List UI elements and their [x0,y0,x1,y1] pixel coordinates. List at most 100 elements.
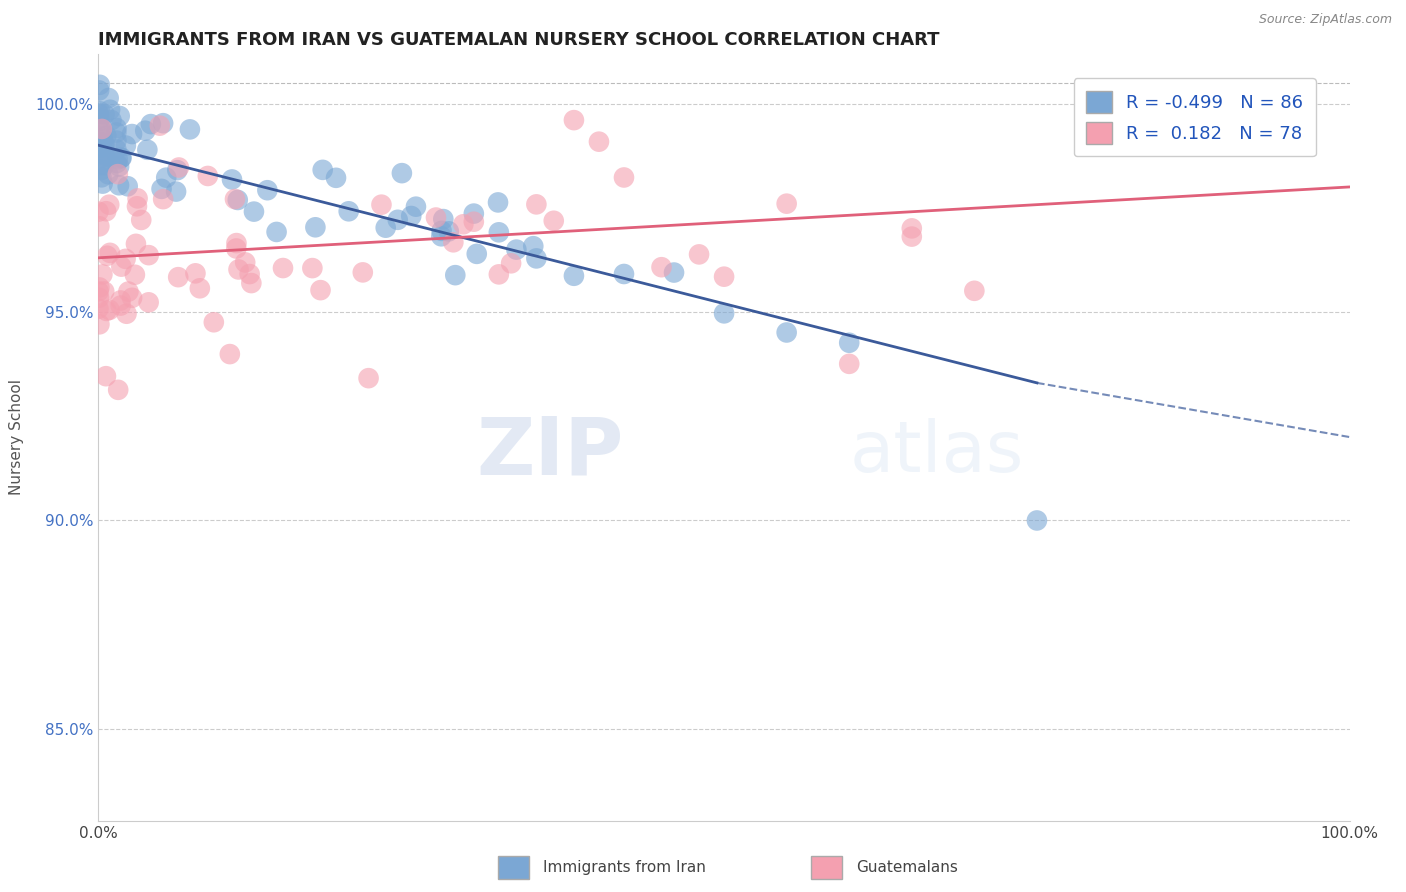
Point [121,127,143,141]
Point [93,285,115,299]
Text: Guatemalans: Guatemalans [856,860,957,875]
Point [110,293,132,308]
Point [256,183,278,197]
Point [93,158,115,172]
Point [713,269,735,284]
Point [138,248,160,262]
Point [125,236,148,251]
Point [108,160,131,174]
Point [463,215,485,229]
Point [505,243,527,257]
Point [91,157,114,171]
Point [1088,84,1111,98]
Point [98,197,121,211]
Point [96,204,118,219]
Point [963,284,986,298]
Point [110,299,132,313]
Point [900,221,922,235]
Point [240,276,263,290]
Point [89,104,111,119]
Point [266,225,288,239]
Point [225,236,247,251]
Point [486,195,509,210]
Point [94,369,117,384]
Point [105,143,128,157]
Point [89,280,111,294]
Point [90,135,112,149]
Point [271,261,294,276]
Point [776,326,799,340]
Point [107,153,129,167]
Point [107,167,129,181]
Text: ZIP: ZIP [477,413,624,491]
Point [110,151,132,165]
Point [425,211,447,225]
Point [243,204,266,219]
Point [202,315,225,329]
Point [225,242,247,256]
Point [776,196,799,211]
Point [374,220,396,235]
Point [304,220,326,235]
Point [562,113,585,128]
Point [325,170,347,185]
Point [136,143,159,157]
Point [197,169,219,183]
Point [387,212,409,227]
Point [838,357,860,371]
Point [226,193,249,207]
Point [115,307,138,321]
Point [233,255,256,269]
Point [108,109,131,123]
Point [688,247,710,261]
Point [124,268,146,282]
Point [87,128,110,143]
Point [562,268,585,283]
Point [166,163,188,178]
Point [444,268,467,282]
Point [543,214,565,228]
Y-axis label: Nursery School: Nursery School [10,379,24,495]
Point [97,91,120,105]
Point [97,167,120,181]
Point [89,121,111,136]
Point [370,197,392,211]
Point [152,192,174,206]
Point [309,283,332,297]
Point [522,239,544,253]
Point [87,106,110,120]
Point [89,78,111,92]
Point [430,224,453,238]
Point [134,124,156,138]
Point [93,137,115,152]
Point [401,209,423,223]
Point [90,163,112,178]
Point [90,170,112,185]
Point [89,112,111,126]
Point [121,291,143,305]
Point [139,117,162,131]
Point [89,83,111,97]
Point [110,260,132,274]
Point [838,335,860,350]
Point [900,229,922,244]
Point [105,126,128,140]
Point [352,265,374,279]
Point [188,281,211,295]
Point [114,252,136,266]
Point [100,113,122,128]
Point [588,135,610,149]
Text: atlas: atlas [849,418,1024,487]
Point [138,295,160,310]
Point [89,318,111,332]
Point [239,267,262,281]
Point [650,260,672,275]
Point [224,192,246,206]
Point [437,224,460,238]
Point [129,213,152,227]
Point [115,138,138,153]
Point [613,170,636,185]
Point [488,268,510,282]
Point [312,162,335,177]
Point [337,204,360,219]
